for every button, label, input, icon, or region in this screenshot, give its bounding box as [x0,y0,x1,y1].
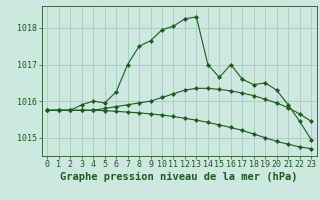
X-axis label: Graphe pression niveau de la mer (hPa): Graphe pression niveau de la mer (hPa) [60,172,298,182]
